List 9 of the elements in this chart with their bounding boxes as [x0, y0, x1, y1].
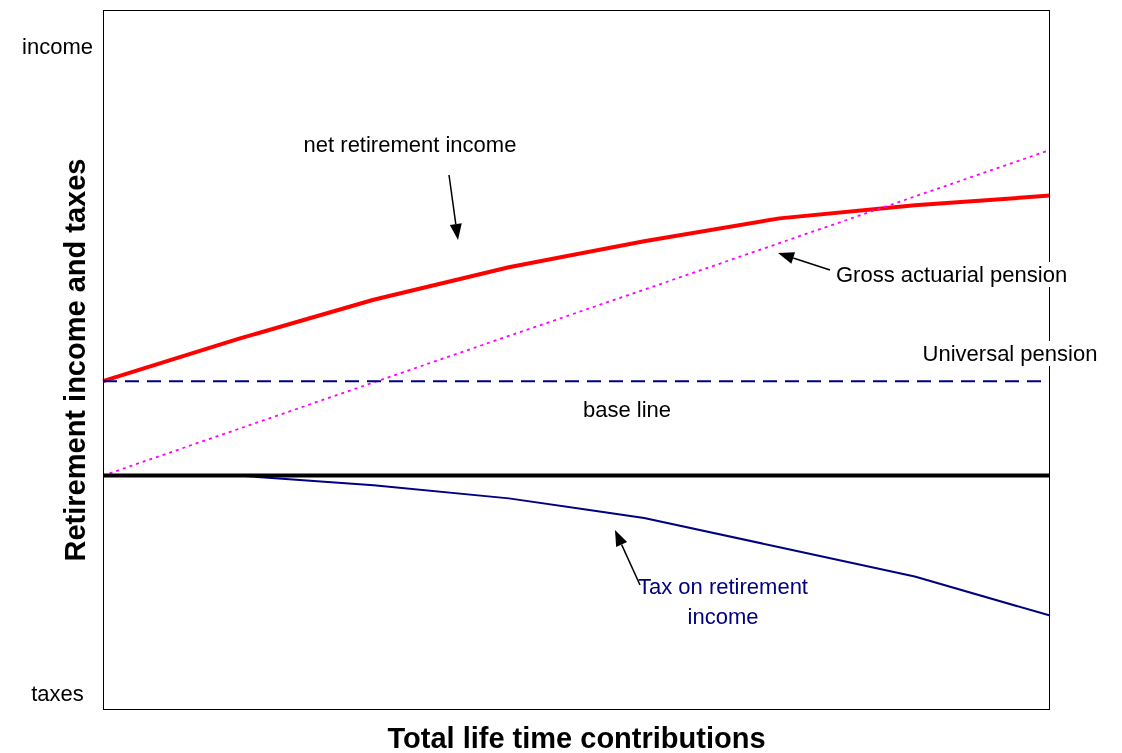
- annotation: base line: [581, 396, 673, 424]
- text: income: [21, 33, 94, 61]
- series-label: Tax on retirement income: [638, 574, 808, 629]
- x-axis-title: Total life time contributions: [386, 721, 767, 753]
- series-label: Universal pension: [922, 341, 1098, 366]
- series-label: Gross actuarial pension: [836, 262, 1068, 287]
- text: net retirement income: [303, 132, 517, 157]
- y-axis-title: Retirement income and taxes: [58, 157, 92, 564]
- text: taxes: [30, 680, 85, 708]
